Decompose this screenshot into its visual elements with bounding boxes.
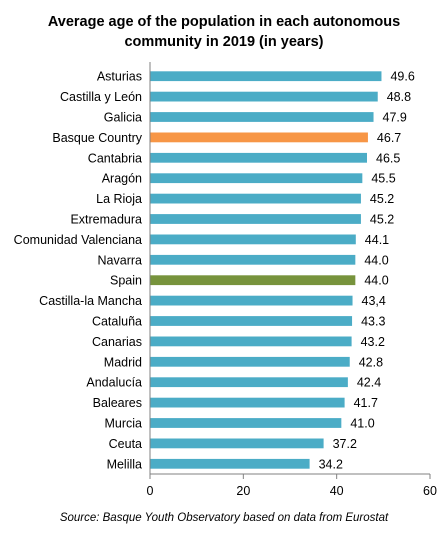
value-label-madrid: 42.8 bbox=[359, 355, 383, 369]
category-label-basque-country: Basque Country bbox=[52, 131, 142, 145]
bar-castilla-la-mancha bbox=[150, 295, 353, 306]
value-label-castilla-y-leon: 48.8 bbox=[387, 90, 411, 104]
category-label-cantabria: Cantabria bbox=[88, 151, 142, 165]
x-tick-label-20: 20 bbox=[236, 484, 250, 498]
category-label-la-rioja: La Rioja bbox=[96, 192, 142, 206]
category-label-murcia: Murcia bbox=[104, 417, 142, 431]
value-label-asturias: 49.6 bbox=[390, 70, 414, 84]
bar-basque-country bbox=[150, 132, 368, 143]
bar-castilla-y-leon bbox=[150, 91, 378, 102]
chart-title: Average age of the population in each au… bbox=[0, 12, 448, 52]
category-label-baleares: Baleares bbox=[93, 396, 142, 410]
value-label-canarias: 43.2 bbox=[361, 335, 385, 349]
value-label-navarra: 44.0 bbox=[364, 253, 388, 267]
category-label-cataluna: Cataluña bbox=[92, 315, 142, 329]
category-label-galicia: Galicia bbox=[104, 111, 142, 125]
x-tick-label-0: 0 bbox=[147, 484, 154, 498]
bar-cataluna bbox=[150, 316, 353, 326]
bar-spain bbox=[150, 275, 356, 286]
bar-andalucia bbox=[150, 377, 348, 388]
value-label-andalucia: 42.4 bbox=[357, 376, 381, 390]
value-label-galicia: 47.9 bbox=[383, 111, 407, 125]
bar-aragon bbox=[150, 173, 363, 184]
value-label-aragon: 45.5 bbox=[371, 172, 395, 186]
category-label-spain: Spain bbox=[110, 274, 142, 288]
bar-ceuta bbox=[150, 438, 324, 449]
value-label-comunidad-valenciana: 44.1 bbox=[365, 233, 389, 247]
bar-la-rioja bbox=[150, 193, 361, 204]
chart-title-line-1: Average age of the population in each au… bbox=[47, 14, 401, 30]
value-label-cataluna: 43.3 bbox=[361, 315, 385, 329]
category-label-asturias: Asturias bbox=[97, 70, 142, 84]
bar-navarra bbox=[150, 254, 356, 265]
bar-comunidad-valenciana bbox=[150, 234, 356, 245]
source-note: Source: Basque Youth Observatory based o… bbox=[59, 512, 389, 524]
value-label-ceuta: 37.2 bbox=[333, 437, 357, 451]
value-label-basque-country: 46.7 bbox=[377, 131, 401, 145]
value-label-baleares: 41.7 bbox=[354, 396, 378, 410]
bar-canarias bbox=[150, 336, 352, 347]
category-label-comunidad-valenciana: Comunidad Valenciana bbox=[14, 233, 142, 247]
bar-asturias bbox=[150, 71, 382, 82]
bar-extremadura bbox=[150, 214, 361, 224]
value-label-spain: 44.0 bbox=[364, 274, 388, 288]
category-label-aragon: Aragón bbox=[102, 172, 142, 186]
value-label-melilla: 34.2 bbox=[319, 457, 343, 471]
category-label-ceuta: Ceuta bbox=[109, 437, 142, 451]
value-label-la-rioja: 45.2 bbox=[370, 192, 394, 206]
category-label-extremadura: Extremadura bbox=[70, 213, 142, 227]
value-label-extremadura: 45.2 bbox=[370, 213, 394, 227]
x-tick-label-40: 40 bbox=[330, 484, 344, 498]
bar-melilla bbox=[150, 458, 310, 469]
bar-baleares bbox=[150, 397, 345, 408]
value-label-cantabria: 46.5 bbox=[376, 151, 400, 165]
bar-murcia bbox=[150, 418, 342, 428]
value-label-murcia: 41.0 bbox=[350, 417, 374, 431]
category-label-melilla: Melilla bbox=[107, 457, 142, 471]
category-label-navarra: Navarra bbox=[98, 253, 143, 267]
category-label-andalucia: Andalucía bbox=[86, 376, 142, 390]
category-label-castilla-la-mancha: Castilla-la Mancha bbox=[39, 294, 142, 308]
bar-galicia bbox=[150, 112, 374, 122]
category-label-madrid: Madrid bbox=[104, 355, 142, 369]
value-label-castilla-la-mancha: 43,4 bbox=[362, 294, 386, 308]
category-label-castilla-y-leon: Castilla y León bbox=[60, 90, 142, 104]
bar-cantabria bbox=[150, 152, 367, 163]
category-label-canarias: Canarias bbox=[92, 335, 142, 349]
chart-title-line-2: community in 2019 (in years) bbox=[124, 34, 324, 50]
x-tick-label-60: 60 bbox=[423, 484, 437, 498]
bar-madrid bbox=[150, 356, 350, 367]
